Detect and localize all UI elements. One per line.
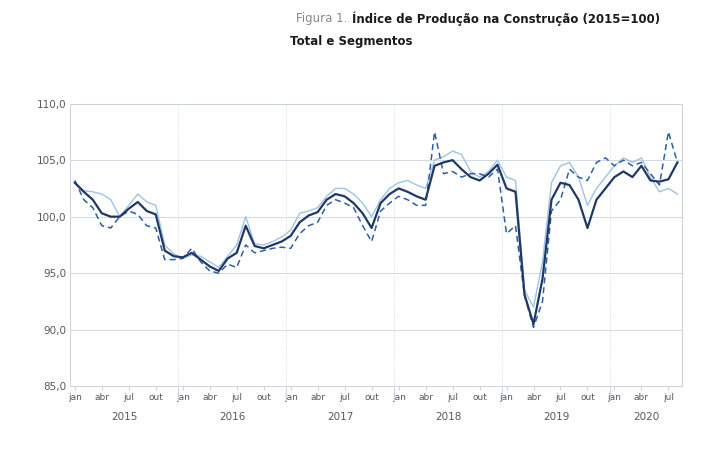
Legend: Total, Construção de Edifícios, Engenharia Civil: Total, Construção de Edifícios, Engenhar… (197, 470, 555, 471)
Text: 2016: 2016 (219, 412, 245, 422)
Text: Índice de Produção na Construção (2015=100): Índice de Produção na Construção (2015=1… (352, 12, 659, 26)
Text: 2017: 2017 (327, 412, 354, 422)
Text: Figura 1.: Figura 1. (297, 12, 352, 25)
Text: 2020: 2020 (633, 412, 659, 422)
Text: 2019: 2019 (543, 412, 569, 422)
Text: Total e Segmentos: Total e Segmentos (290, 35, 413, 49)
Text: 2015: 2015 (111, 412, 138, 422)
Text: 2018: 2018 (435, 412, 461, 422)
